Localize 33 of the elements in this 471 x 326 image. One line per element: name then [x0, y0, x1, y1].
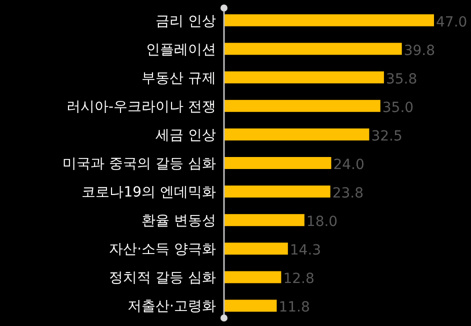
data-label: 14.3	[290, 242, 322, 259]
y-tick-label: 세금 인상	[156, 127, 216, 144]
y-tick-label: 자산·소득 양극화	[109, 242, 216, 258]
data-label: 11.8	[278, 300, 310, 316]
y-tick-label: 정치적 갈등 심화	[109, 270, 216, 286]
bar	[224, 157, 332, 169]
y-tick-label: 인플레이션	[146, 42, 216, 58]
data-label: 18.0	[306, 214, 338, 230]
y-tick-label: 러시아-우크라이나 전쟁	[66, 98, 216, 115]
bar	[224, 242, 288, 255]
y-tick-label: 미국과 중국의 갈등 심화	[62, 156, 216, 172]
data-label: 47.0	[436, 14, 468, 30]
bar	[224, 300, 277, 312]
bar	[224, 271, 282, 284]
y-tick-label: 저출산·고령화	[128, 298, 216, 315]
data-label: 32.5	[371, 128, 402, 144]
bar	[224, 128, 370, 140]
bar	[224, 214, 304, 226]
bar	[224, 186, 330, 198]
y-tick-label: 코로나19의 엔데믹화	[82, 184, 216, 201]
y-tick-label: 환율 변동성	[142, 213, 216, 230]
data-label: 12.8	[283, 271, 314, 288]
bar	[224, 100, 380, 112]
data-label: 39.8	[404, 42, 435, 59]
data-label: 24.0	[333, 157, 364, 173]
bar	[224, 14, 434, 26]
bar	[224, 71, 384, 84]
y-tick-label: 부동산 규제	[142, 70, 216, 86]
bar	[224, 42, 402, 55]
data-label: 35.0	[382, 100, 414, 116]
y-tick-label: 금리 인상	[156, 13, 216, 30]
data-label: 35.8	[386, 71, 418, 88]
data-label: 23.8	[332, 186, 364, 202]
